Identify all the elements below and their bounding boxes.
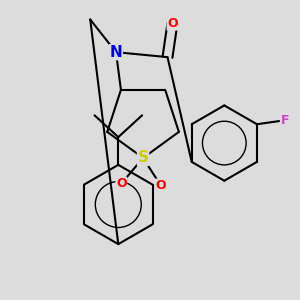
Text: S: S [138, 150, 148, 165]
Text: O: O [156, 179, 166, 192]
Text: N: N [110, 45, 122, 60]
Text: O: O [116, 177, 127, 190]
Text: O: O [167, 17, 178, 30]
Text: F: F [280, 114, 289, 127]
